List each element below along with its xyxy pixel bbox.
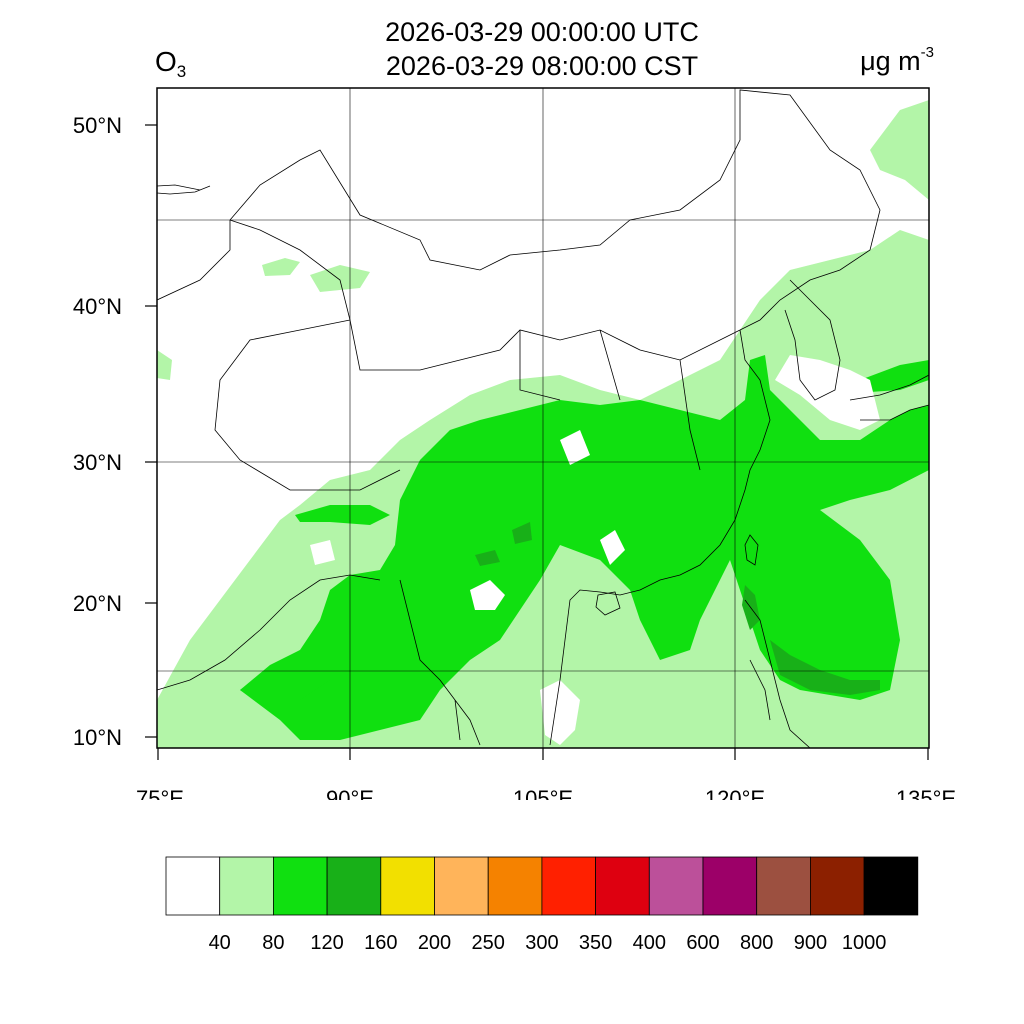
hole-white-sea: [775, 355, 880, 430]
lat-axis: 10°N 20°N 30°N 40°N 50°N: [73, 113, 157, 750]
lat-label-20: 20°N: [73, 591, 122, 616]
legend-label-200: 200: [418, 932, 451, 954]
lat-label-40: 40°N: [73, 294, 122, 319]
indochina-coast: [399, 579, 481, 746]
legend-label-80: 80: [262, 932, 284, 954]
lon-label-75: 75°E: [136, 786, 184, 800]
ozone-map: 10°N 20°N 30°N 40°N 50°N 75°E 90°E 105°E…: [73, 87, 956, 800]
taiwan-coast: [744, 534, 759, 566]
lat-label-50: 50°N: [73, 113, 122, 138]
fill-80-120-main: [240, 355, 929, 740]
caspian-coast: [157, 184, 211, 195]
legend-label-300: 300: [525, 932, 558, 954]
lon-axis: 75°E 90°E 105°E 120°E 135°E: [136, 748, 956, 800]
lon-label-90: 90°E: [326, 786, 374, 800]
legend-label-1000: 1000: [842, 932, 887, 954]
legend-label-40: 40: [209, 932, 231, 954]
legend-label-160: 160: [364, 932, 397, 954]
fill-40-80-west-edge: [157, 350, 172, 380]
fill-40-80-west-patch-2: [262, 258, 300, 276]
hainan-coast: [595, 591, 621, 616]
legend-swatch-6: [487, 856, 543, 916]
valid-time-utc: 2026-03-29 00:00:00 UTC: [385, 17, 699, 47]
legend-boxes: [165, 856, 919, 916]
legend-swatch-8: [595, 856, 650, 916]
korea-coast: [784, 279, 841, 401]
legend-label-350: 350: [579, 932, 612, 954]
legend-swatch-3: [326, 856, 382, 916]
legend-swatch-1: [219, 856, 274, 916]
legend-label-600: 600: [686, 932, 719, 954]
legend-swatch-9: [648, 856, 704, 916]
legend-swatch-10: [702, 856, 758, 916]
species-label: O3: [155, 46, 187, 81]
fill-80-120-west: [295, 505, 390, 525]
legend-swatch-7: [541, 856, 597, 916]
fill-40-80-sea: [850, 280, 929, 380]
fill-80-120-bay: [240, 650, 330, 700]
legend-labels: 40 80 120 160 200 250 300 350 400 600 800 900 1000: [209, 932, 887, 954]
legend-swatch-11: [756, 856, 811, 916]
valid-time-cst: 2026-03-29 08:00:00 CST: [385, 51, 699, 81]
lon-label-105: 105°E: [513, 786, 573, 800]
hole-white-inland: [470, 580, 505, 610]
lat-label-30: 30°N: [73, 450, 122, 475]
legend-label-250: 250: [472, 932, 505, 954]
lat-label-10: 10°N: [73, 725, 122, 750]
fill-40-80-west-patch: [310, 265, 370, 292]
japan-coast: [849, 374, 929, 421]
graticule: [157, 88, 929, 748]
philippines-coast: [744, 599, 811, 748]
fill-40-80-northeast: [870, 100, 929, 200]
fill-120-160-inland: [475, 550, 500, 566]
fill-120-160-inland-2: [512, 522, 532, 544]
hole-white-inland-2: [600, 530, 625, 565]
fill-120-160-philippine-sea: [770, 640, 880, 695]
hole-white-inland-3: [560, 430, 590, 465]
coastline-east: [549, 329, 771, 746]
hole-white-scs: [540, 680, 580, 745]
legend-label-120: 120: [310, 932, 343, 954]
legend-swatch-2: [272, 856, 328, 916]
legend-swatch-0: [165, 856, 221, 916]
legend-label-400: 400: [633, 932, 666, 954]
legend-swatch-12: [810, 856, 865, 916]
legend-swatch-5: [434, 856, 489, 916]
lon-label-120: 120°E: [705, 786, 765, 800]
units-label: μg m-3: [860, 44, 934, 76]
hole-white-west: [310, 540, 335, 565]
legend-swatch-13: [863, 856, 919, 916]
legend-label-900: 900: [794, 932, 827, 954]
india-coast: [157, 574, 381, 691]
legend-swatch-4: [380, 856, 435, 916]
legend-label-800: 800: [740, 932, 773, 954]
lon-label-135: 135°E: [896, 786, 956, 800]
internal-borders: [214, 219, 741, 491]
